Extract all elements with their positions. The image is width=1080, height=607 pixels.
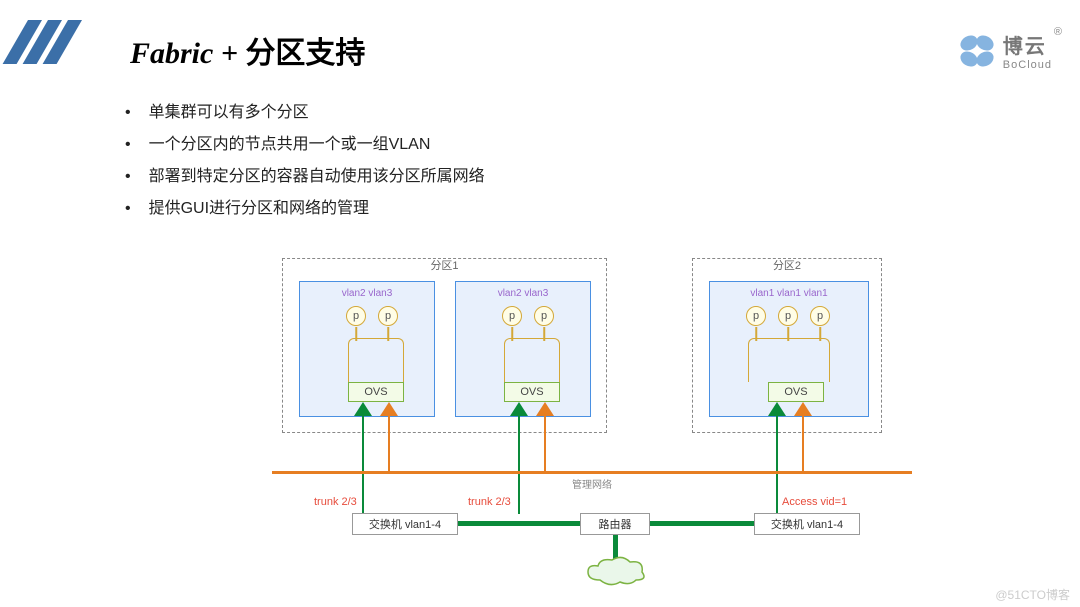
trunk-label: Access vid=1	[782, 496, 847, 508]
pod-icon: p	[534, 306, 554, 326]
cloud-icon	[582, 554, 652, 588]
mgmt-link	[544, 416, 546, 472]
mgmt-network-label: 管理网络	[572, 476, 612, 491]
node: vlan2 vlan3 p p OVS	[455, 281, 591, 417]
vlan-labels: vlan1 vlan1 vlan1	[710, 288, 868, 299]
mgmt-link	[388, 416, 390, 472]
ovs-box: OVS	[504, 382, 560, 402]
interface-tri-orange	[794, 402, 812, 416]
bullet-item: 单集群可以有多个分区	[125, 98, 485, 122]
router-box: 路由器	[580, 513, 650, 535]
trunk-label: trunk 2/3	[314, 496, 357, 508]
header: Fabric + 分区支持 博云 BoCloud ®	[0, 20, 1080, 70]
zone-2: 分区2 vlan1 vlan1 vlan1 p p p OVS	[692, 258, 882, 433]
pod-icon: p	[378, 306, 398, 326]
bullet-item: 提供GUI进行分区和网络的管理	[125, 194, 485, 218]
zone-1: 分区1 vlan2 vlan3 p p OVS vlan2 vlan3 p p …	[282, 258, 607, 433]
logo-icon	[957, 31, 997, 71]
trunk-link	[776, 416, 778, 514]
node: vlan1 vlan1 vlan1 p p p OVS	[709, 281, 869, 417]
network-diagram: 分区1 vlan2 vlan3 p p OVS vlan2 vlan3 p p …	[282, 258, 942, 588]
interface-tri-orange	[380, 402, 398, 416]
page-title: Fabric + 分区支持	[130, 28, 365, 72]
switch-box: 交换机 vlan1-4	[352, 513, 458, 535]
pod-icon: p	[810, 306, 830, 326]
pod-icon: p	[778, 306, 798, 326]
zone-2-title: 分区2	[693, 257, 881, 273]
interface-tri-green	[768, 402, 786, 416]
watermark: @51CTO博客	[995, 586, 1070, 603]
vlan-labels: vlan2 vlan3	[456, 288, 590, 299]
mgmt-link	[802, 416, 804, 472]
interface-tri-green	[510, 402, 528, 416]
header-stripes	[0, 20, 120, 75]
pod-icon: p	[746, 306, 766, 326]
interface-tri-orange	[536, 402, 554, 416]
title-part-a: Fabric +	[130, 37, 245, 70]
trunk-link	[518, 416, 520, 514]
trunk-link	[362, 416, 364, 514]
bullet-list: 单集群可以有多个分区 一个分区内的节点共用一个或一组VLAN 部署到特定分区的容…	[125, 98, 485, 226]
logo-text-en: BoCloud	[1003, 59, 1052, 71]
logo: 博云 BoCloud ®	[957, 30, 1052, 71]
pod-icon: p	[346, 306, 366, 326]
interface-tri-green	[354, 402, 372, 416]
title-part-b: 分区支持	[245, 37, 365, 70]
pod-icon: p	[502, 306, 522, 326]
switch-box: 交换机 vlan1-4	[754, 513, 860, 535]
bullet-item: 一个分区内的节点共用一个或一组VLAN	[125, 130, 485, 154]
node: vlan2 vlan3 p p OVS	[299, 281, 435, 417]
zone-1-title: 分区1	[283, 257, 606, 273]
ovs-box: OVS	[768, 382, 824, 402]
vlan-labels: vlan2 vlan3	[300, 288, 434, 299]
logo-text-zh: 博云	[1003, 30, 1052, 59]
bullet-item: 部署到特定分区的容器自动使用该分区所属网络	[125, 162, 485, 186]
mgmt-network-line	[272, 471, 912, 474]
ovs-box: OVS	[348, 382, 404, 402]
trunk-label: trunk 2/3	[468, 496, 511, 508]
